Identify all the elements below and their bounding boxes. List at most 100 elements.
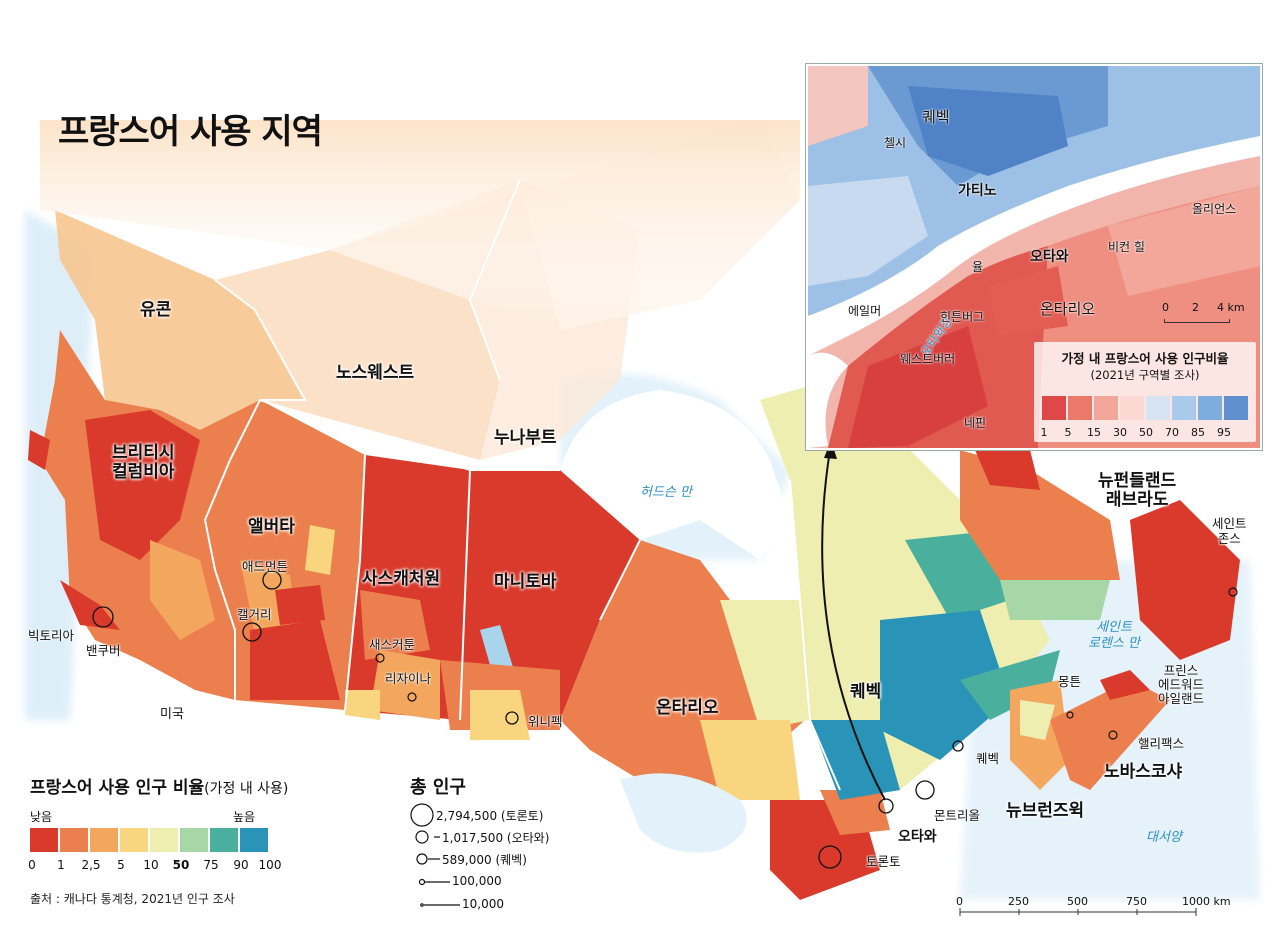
label-quebec-city: 퀘벡 [976,751,1000,766]
scale-tick-4: 1000 km [1182,895,1231,908]
vancouver-circle [92,606,114,628]
inset-label-hintonburg: 힌튼버그 [940,310,985,324]
inset-legend-swatch-2 [1094,396,1118,420]
label-quebec: 퀘벡 [850,682,882,702]
legend-tick-6: 75 [203,858,219,872]
label-alberta: 앨버타 [248,517,295,537]
inset-tick-6: 85 [1191,426,1205,439]
inset-legend: 가정 내 프랑스어 사용 인구비율 (2021년 구역별 조사) 1 5 15 … [1034,342,1256,442]
edmonton-circle [262,570,282,590]
legend-low: 낮음 [30,810,53,824]
quebec-circle [952,740,964,752]
inset-label-nepean: 네핀 [964,416,987,430]
pop-legend-circles [410,803,460,907]
great-lakes [620,773,747,853]
maritimes-region [1010,670,1170,790]
label-bc: 브리티시 컬럼비아 [112,443,175,482]
label-usa: 미국 [160,707,184,722]
st-johns-circle [1228,587,1238,597]
legend-ticks: 0 1 2,5 5 10 50 75 90 100 [23,858,283,874]
scale-tick-1: 250 [1008,895,1029,908]
label-regina: 리자이나 [385,671,432,686]
inset-label-aylmer: 에일머 [848,304,882,318]
pop-legend-title: 총 인구 [410,777,466,798]
inset-legend-title: 가정 내 프랑스어 사용 인구비율 [1061,351,1229,366]
inset-tick-0: 1 [1040,426,1048,439]
inset-legend-swatches [1042,396,1250,420]
legend-tick-0: 0 [28,858,36,872]
label-pei: 프린스 에드워드 아일랜드 [1158,663,1205,706]
scale-tick-0: 0 [956,895,963,908]
label-yukon: 유콘 [140,300,172,320]
inset-arrow [821,449,886,801]
northern-territories [40,120,800,460]
label-ontario: 온타리오 [656,698,719,718]
legend-swatches [30,828,270,852]
label-saskatoon: 새스커툰 [369,637,416,652]
legend-swatch-1 [60,828,88,852]
label-nunavut: 누나부트 [494,428,557,448]
label-vancouver: 밴쿠버 [86,643,121,658]
legend-swatch-2 [90,828,118,852]
legend-high: 높음 [233,810,256,824]
ontario-region [560,540,890,900]
manitoba-region [440,470,640,740]
province-borders [203,179,841,791]
inset-legend-swatch-5 [1172,396,1196,420]
legend-title-main: 프랑스어 사용 인구 비율 [30,778,205,798]
inset-tick-1: 5 [1064,426,1072,439]
inset-tick-2: 15 [1087,426,1101,439]
newfoundland-region [1130,500,1240,660]
label-toronto: 토론토 [866,854,901,869]
legend-tick-4: 10 [143,858,159,872]
hudson-bay [560,390,790,560]
label-calgary: 캘거리 [237,607,272,622]
legend-swatch-7 [240,828,268,852]
inset-tick-5: 70 [1165,426,1179,439]
inset-label-gatineau: 가티노 [958,183,997,199]
inset-legend-swatch-3 [1120,396,1144,420]
inset-legend-swatch-1 [1068,396,1092,420]
label-montreal: 몬트리올 [934,808,981,823]
inset-legend-swatch-4 [1146,396,1170,420]
scale-tick-2: 500 [1067,895,1088,908]
inset-legend-swatch-0 [1042,396,1066,420]
label-hudson-bay: 허드슨 만 [640,485,692,500]
inset-label-beacon-hill: 비컨 힐 [1108,240,1145,254]
ottawa-circle [878,798,894,814]
city-circles [92,570,1238,869]
inset-scale-0: 0 [1162,301,1169,314]
legend-tick-7: 90 [233,858,249,872]
inset-tick-4: 50 [1139,426,1153,439]
inset-label-ontario: 온타리오 [1040,300,1096,318]
label-st-johns: 세인트 존스 [1212,516,1247,546]
inset-legend-swatch-7 [1224,396,1248,420]
pop-item-3: 100,000 [452,874,502,888]
label-nb: 뉴브런즈윅 [1006,801,1085,821]
scale-bar [959,908,1197,916]
label-nl: 뉴펀들랜드 래브라도 [1098,471,1177,510]
legend-tick-5: 50 [172,858,190,872]
halifax-circle [1108,730,1118,740]
scale-tick-3: 750 [1126,895,1147,908]
inset-legend-ticks: 1 5 15 30 50 70 85 95 [1034,426,1256,440]
pop-item-2: 589,000 (퀘벡) [442,853,527,867]
pop-item-0: 2,794,500 (토론토) [436,809,544,823]
label-ns: 노바스코샤 [1104,762,1183,782]
sask-region [345,455,470,720]
alberta-region [205,400,365,710]
saskatoon-circle [375,653,385,663]
label-victoria: 빅토리아 [28,628,75,643]
legend-swatch-4 [150,828,178,852]
inset-legend-swatch-6 [1198,396,1222,420]
inset-legend-sub: (2021년 구역별 조사) [1090,368,1200,382]
label-edmonton: 애드먼튼 [242,559,289,574]
labrador-region [960,450,1120,580]
inset-tick-7: 95 [1217,426,1231,439]
inset-label-orleans: 올리언스 [1192,202,1237,216]
legend-swatch-6 [210,828,238,852]
label-ottawa: 오타와 [898,829,937,845]
legend-tick-1: 1 [57,858,65,872]
toronto-circle [818,845,842,869]
